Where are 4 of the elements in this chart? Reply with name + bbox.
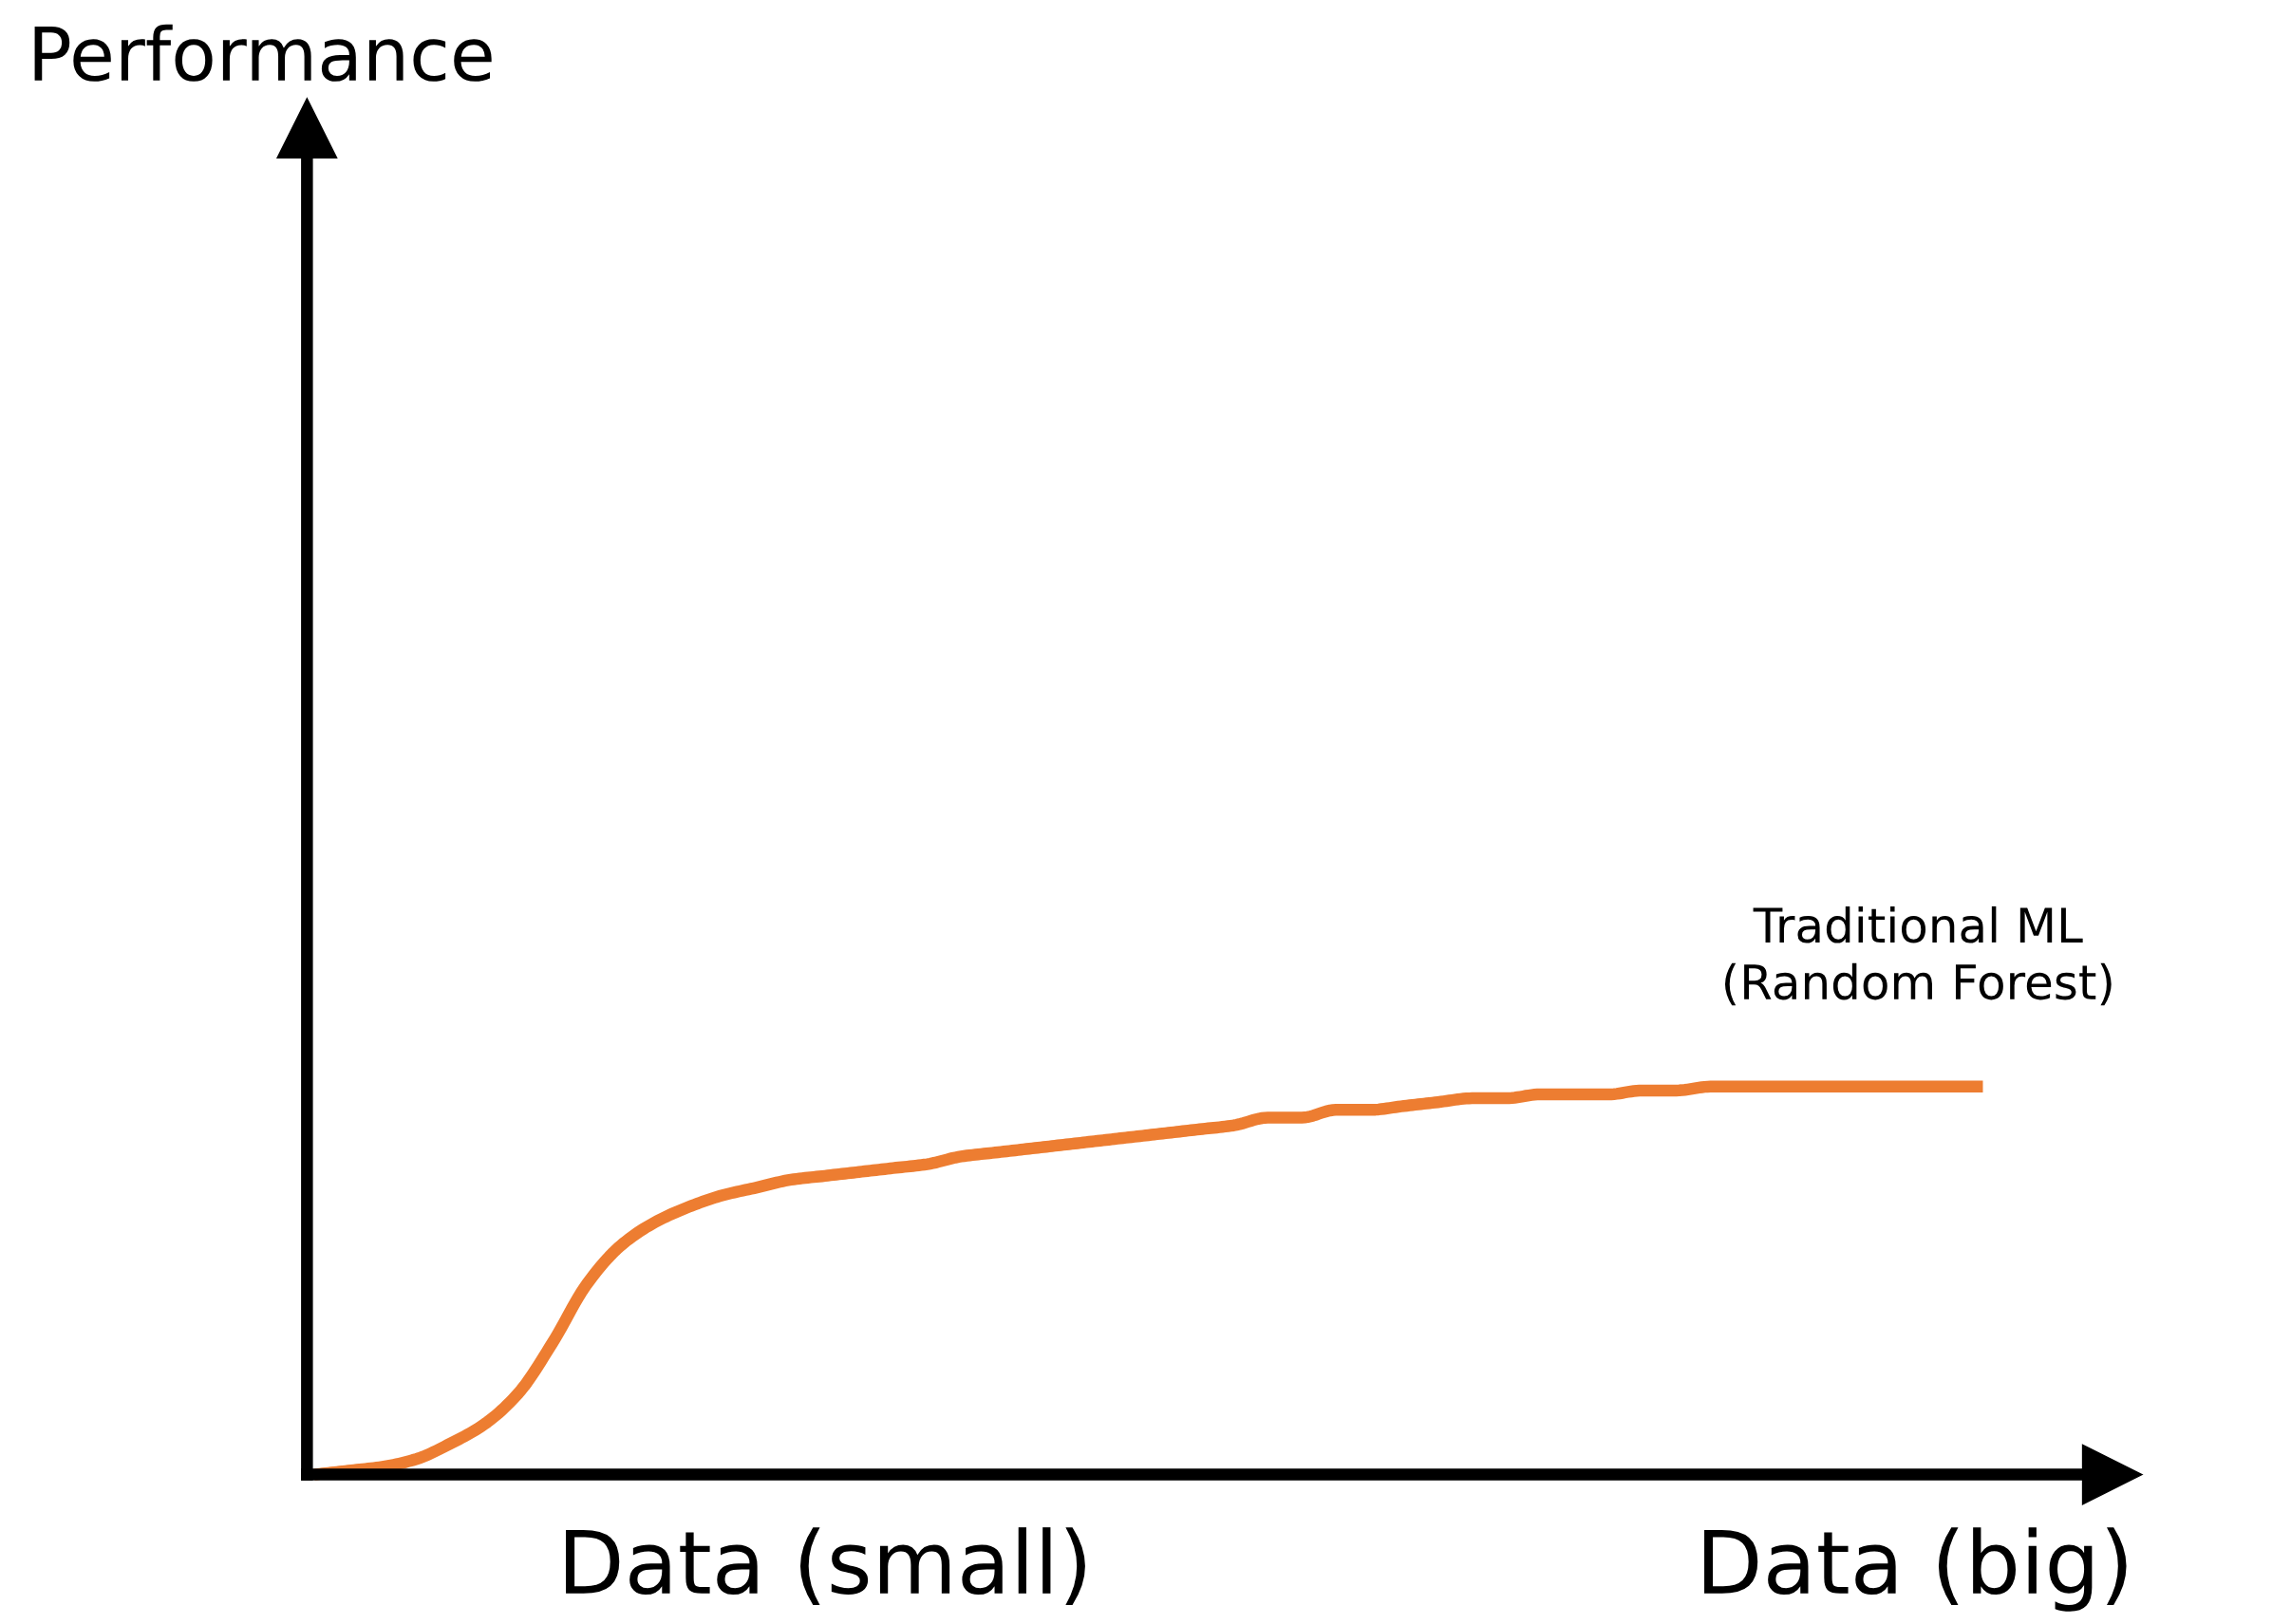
- text: Performance: [34, 24, 492, 82]
- x-tick-label: Data (small): [566, 1527, 1085, 1605]
- x-tick-label: Data (big): [1704, 1527, 2127, 1612]
- series-label: Traditional ML (Random Forest): [1724, 905, 2112, 1006]
